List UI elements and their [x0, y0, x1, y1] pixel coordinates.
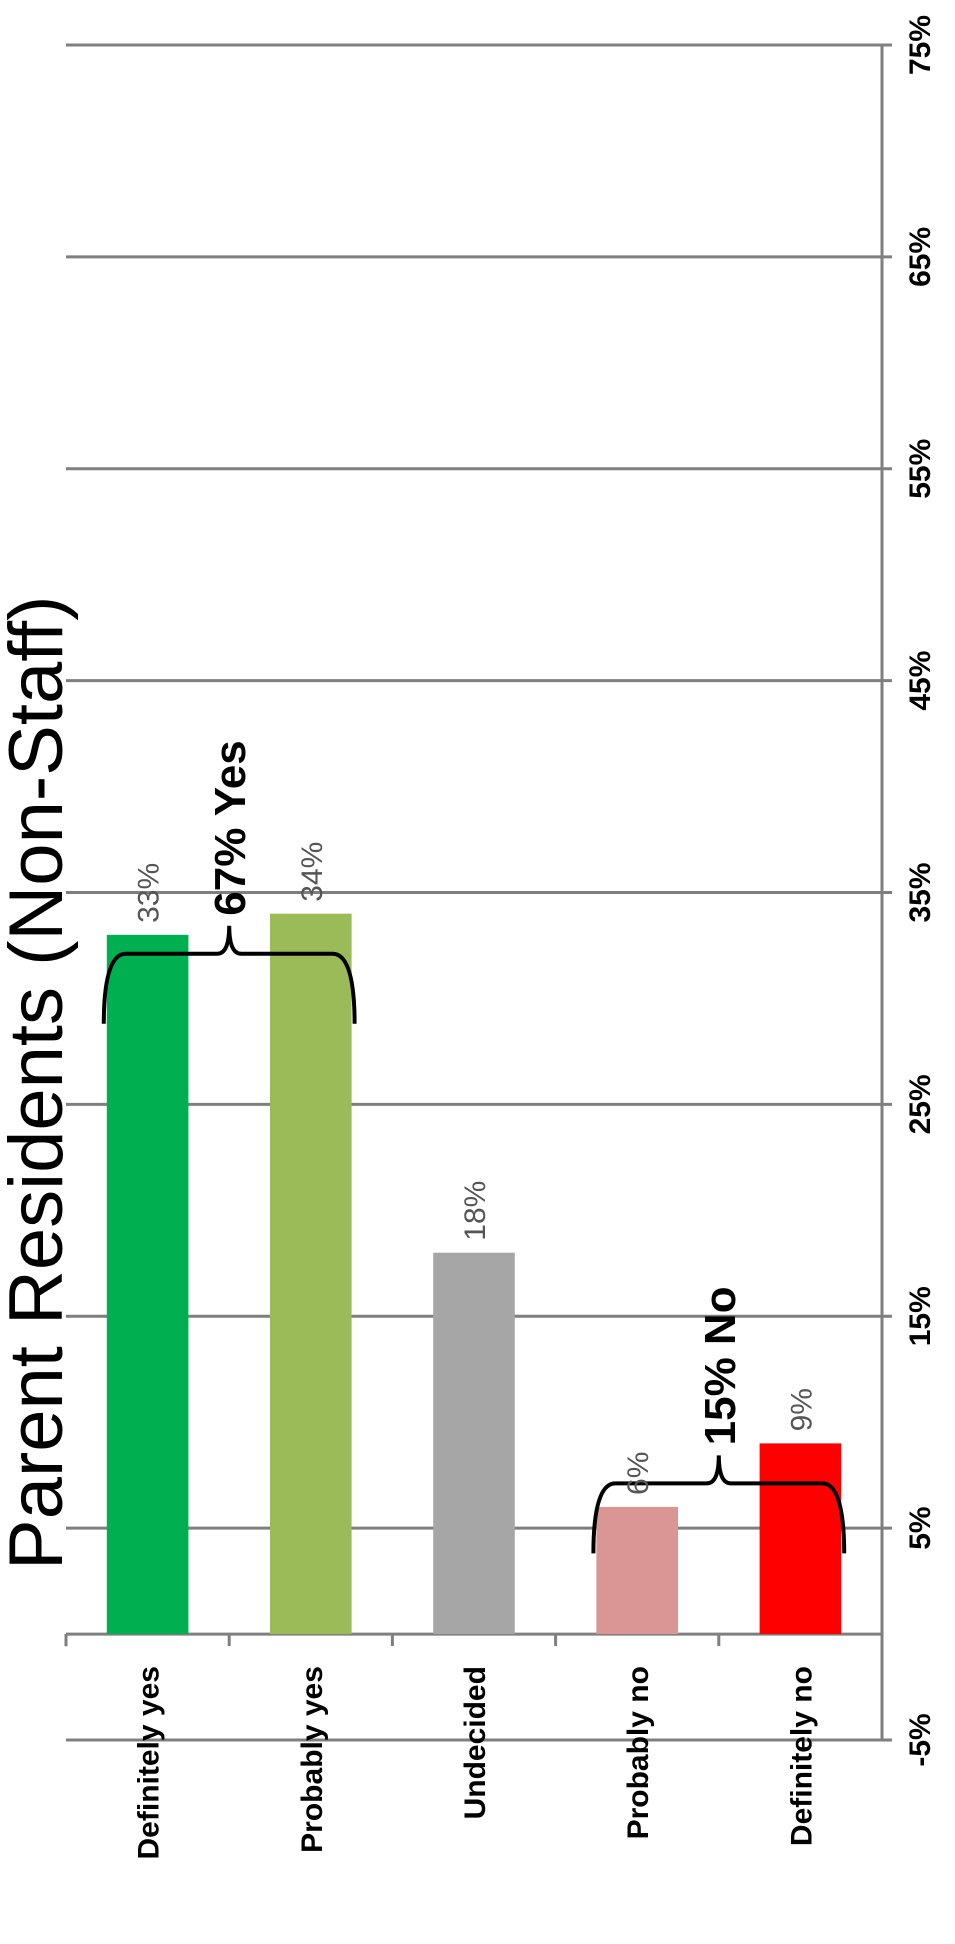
- bar: [596, 1506, 678, 1635]
- category-label: Definitely yes: [133, 1666, 166, 1859]
- data-label: 6%: [622, 1452, 655, 1495]
- value-tick-label: 65%: [904, 227, 937, 287]
- category-label: Probably yes: [296, 1666, 329, 1853]
- value-tick-label: 55%: [904, 439, 937, 499]
- bar: [270, 913, 352, 1635]
- value-tick-label: 45%: [904, 651, 937, 711]
- data-label: 9%: [785, 1388, 818, 1431]
- value-tick-label: 5%: [904, 1506, 937, 1549]
- value-tick-label: 15%: [904, 1286, 937, 1346]
- gridlines: [66, 43, 882, 1742]
- bar: [759, 1443, 842, 1635]
- group-brace: [101, 925, 357, 1024]
- data-label: 34%: [296, 842, 329, 902]
- value-tick-label: 75%: [904, 15, 937, 75]
- annotations: 67% Yes 15% No: [101, 740, 847, 1554]
- group-brace: [591, 1455, 847, 1554]
- group-annotation: 15% No: [696, 1286, 745, 1445]
- data-label: 33%: [133, 863, 166, 923]
- category-label: Undecided: [459, 1666, 492, 1819]
- data-label: 18%: [459, 1181, 492, 1241]
- value-tick-label: -5%: [904, 1713, 937, 1766]
- value-tick-label: 25%: [904, 1074, 937, 1134]
- bars: [106, 913, 842, 1635]
- category-label: Definitely no: [785, 1666, 818, 1846]
- group-annotation: 67% Yes: [206, 740, 255, 915]
- labels: -5% 5% 15% 25% 35% 45% 55% 65% 75% 33% Definitely …: [133, 15, 937, 1860]
- bar: [433, 1252, 515, 1635]
- category-label: Probably no: [622, 1666, 655, 1839]
- bar: [106, 934, 189, 1635]
- value-tick-label: 35%: [904, 862, 937, 922]
- chart-title: Parent Residents (Non-Staff): [0, 596, 79, 1570]
